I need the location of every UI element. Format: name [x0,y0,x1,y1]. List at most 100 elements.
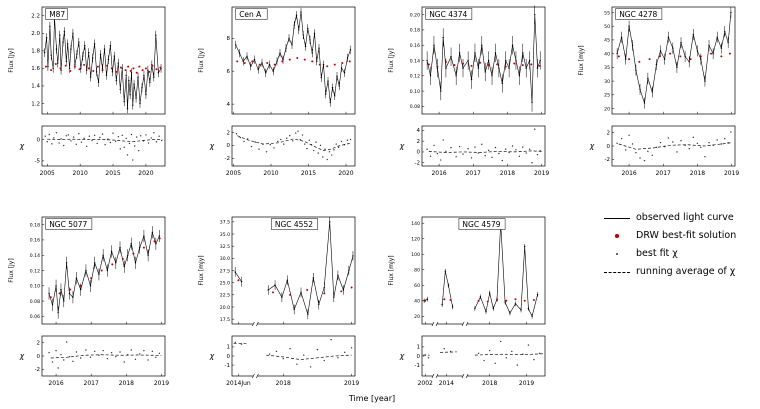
svg-text:0.14: 0.14 [30,253,40,259]
panel-ngc4374: 0.08 0.10 0.12 0.14 0.16 0.18 0.20 Flux [Jy] NGC… [386,2,549,182]
svg-text:80: 80 [414,268,420,274]
svg-text:35: 35 [604,65,610,71]
svg-text:χ: χ [209,352,215,361]
panel-ngc4278: 20 25 30 35 40 45 50 55 Flux [mJy] NGC 4278 -2 0 2 2… [576,2,739,182]
svg-text:2002: 2002 [418,380,433,387]
svg-text:0: 0 [227,354,231,360]
panel-ngc4552: 17.5 20.0 22.5 25.0 27.5 30.0 32.5 35.0 37.5 Flux… [196,212,359,392]
svg-text:2019: 2019 [154,380,169,387]
svg-text:2010: 2010 [263,170,278,177]
m87-chi-plot: -5 0 2005 2010 2015 2020 χ [19,125,166,177]
svg-text:35.0: 35.0 [220,232,230,238]
svg-text:140: 140 [411,221,420,227]
svg-text:60: 60 [414,283,420,289]
svg-text:0.08: 0.08 [30,299,40,305]
cen-a-flux-plot: 4 6 8 Flux [Jy] Cen A [198,6,356,115]
svg-text:χ: χ [399,352,405,361]
svg-text:0: 0 [37,137,41,143]
ngc4552-chi-plot: -1 0 1 2014Jun 2018 2019 χ [209,335,359,387]
svg-text:2017: 2017 [656,170,671,177]
svg-text:1.4: 1.4 [31,84,40,90]
ngc4374-flux-plot: 0.08 0.10 0.12 0.14 0.16 0.18 0.20 Flux [Jy] NGC… [388,5,546,115]
svg-text:0: 0 [417,150,421,156]
svg-text:0.12: 0.12 [410,74,420,80]
legend-label-running-avg: running average of χ [636,266,736,277]
panel-cen-a: 4 6 8 Flux [Jy] Cen A -2 0 2 2005 2010 2015 2020 χ [196,2,359,182]
svg-text:0.16: 0.16 [30,238,40,244]
svg-text:Flux [mJy]: Flux [mJy] [388,255,395,285]
svg-text:2019: 2019 [534,170,549,177]
ngc4278-chi-plot: -2 0 2 2016 2017 2018 2019 χ [589,125,739,177]
svg-text:2015: 2015 [301,170,316,177]
svg-text:χ: χ [399,142,405,151]
panel-ngc5077: 0.06 0.08 0.10 0.12 0.14 0.16 0.18 Flux [Jy] NGC… [6,212,169,392]
legend-label-chi: best fit χ [636,248,678,259]
m87-flux-plot: 1.2 1.4 1.6 1.8 2.0 2.2 Flux [Jy] M87 [8,6,166,115]
svg-text:2016: 2016 [48,380,63,387]
cen-a-chi-plot: -2 0 2 2005 2010 2015 2020 χ [209,125,356,177]
svg-text:4: 4 [417,128,421,134]
svg-text:χ: χ [209,142,215,151]
svg-text:1: 1 [417,345,421,351]
svg-text:2018: 2018 [482,380,497,387]
svg-text:2016: 2016 [431,170,446,177]
svg-text:2: 2 [417,139,421,145]
svg-text:-1: -1 [415,363,420,369]
svg-text:NGC 4278: NGC 4278 [619,10,657,19]
svg-text:120: 120 [411,237,420,243]
svg-text:1.8: 1.8 [31,49,40,55]
svg-text:2017: 2017 [84,380,99,387]
svg-text:1.6: 1.6 [31,66,40,72]
ngc4579-flux-plot: 20 40 60 80 100 120 140 Flux [mJy] NGC 4579 [388,216,546,327]
svg-text:NGC 4552: NGC 4552 [275,220,313,229]
svg-text:20.0: 20.0 [220,305,230,311]
svg-text:6: 6 [227,69,231,75]
svg-text:2015: 2015 [105,170,120,177]
svg-text:2020: 2020 [138,170,153,177]
svg-text:-2: -2 [225,156,230,162]
dot-icon [604,252,630,256]
svg-text:2018: 2018 [276,380,291,387]
svg-text:0: 0 [417,354,421,360]
svg-text:25: 25 [604,93,610,99]
svg-text:χ: χ [589,142,595,151]
svg-text:2019: 2019 [519,380,534,387]
svg-text:0: 0 [227,143,231,149]
svg-text:50: 50 [604,24,610,30]
svg-text:2: 2 [37,340,41,346]
svg-text:0.06: 0.06 [30,314,40,320]
svg-text:M87: M87 [49,10,65,19]
svg-text:0.12: 0.12 [30,268,40,274]
ngc4374-chi-plot: -2 0 2 4 2016 2017 2018 2019 χ [399,125,549,177]
svg-text:2018: 2018 [500,170,515,177]
svg-text:2018: 2018 [690,170,705,177]
svg-text:0.16: 0.16 [410,43,420,49]
svg-text:30: 30 [604,79,610,85]
svg-text:2019: 2019 [724,170,739,177]
svg-text:2005: 2005 [40,170,55,177]
svg-text:25.0: 25.0 [220,280,230,286]
legend: observed light curve DRW best-fit soluti… [604,213,736,277]
svg-text:0.20: 0.20 [410,12,420,18]
svg-text:55: 55 [604,10,610,16]
ngc4579-chi-plot: -1 0 1 2002 2014 2018 2019 χ [399,335,546,387]
svg-text:Flux [mJy]: Flux [mJy] [198,255,205,285]
svg-text:20: 20 [604,106,610,112]
svg-text:2014: 2014 [439,380,454,387]
svg-text:0.10: 0.10 [410,89,420,95]
svg-text:2010: 2010 [73,170,88,177]
svg-text:40: 40 [414,299,420,305]
svg-text:NGC 5077: NGC 5077 [49,220,87,229]
legend-item-drw: DRW best-fit solution [604,231,736,241]
red-dot-icon [604,234,630,238]
svg-text:0.10: 0.10 [30,284,40,290]
legend-item-chi: best fit χ [604,249,736,259]
svg-text:χ: χ [19,142,25,151]
svg-text:30.0: 30.0 [220,256,230,262]
svg-text:-2: -2 [415,161,420,167]
svg-text:45: 45 [604,38,610,44]
svg-text:20: 20 [414,314,420,320]
panel-ngc4579: 20 40 60 80 100 120 140 Flux [mJy] NGC 4579 -1 0 1… [386,212,549,392]
svg-text:2019: 2019 [344,380,359,387]
svg-text:2020: 2020 [338,170,353,177]
